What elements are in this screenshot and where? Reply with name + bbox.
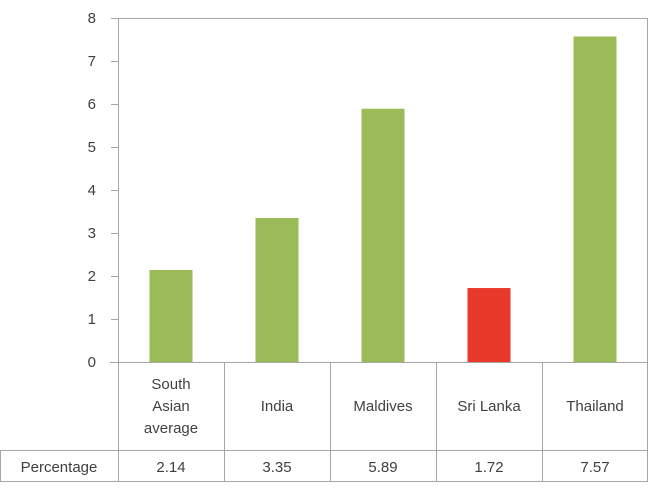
table-value: 7.57 xyxy=(580,459,609,476)
category-labels: South Asian average India Maldives Sri Lanka T… xyxy=(144,376,624,437)
chart-frame xyxy=(0,18,648,482)
table-values: 2.14 3.35 5.89 1.72 7.57 xyxy=(156,459,609,476)
category-label: South Asian average xyxy=(144,376,198,437)
y-tick-label: 3 xyxy=(88,225,96,242)
y-tick-label: 6 xyxy=(88,96,96,113)
bar xyxy=(361,108,405,362)
category-label: Thailand xyxy=(566,398,624,415)
table-value: 2.14 xyxy=(156,459,185,476)
bar xyxy=(255,217,299,362)
bar-series xyxy=(149,36,617,363)
y-tick-label: 8 xyxy=(88,10,96,27)
y-tick-label: 4 xyxy=(88,182,96,199)
table-value: 5.89 xyxy=(368,459,397,476)
y-tick-label: 0 xyxy=(88,354,96,371)
y-axis-ticks xyxy=(111,18,118,363)
table-value: 1.72 xyxy=(474,459,503,476)
bar xyxy=(467,288,511,362)
category-label: India xyxy=(261,398,294,415)
bar xyxy=(573,36,617,363)
table-value: 3.35 xyxy=(262,459,291,476)
category-label: Sri Lanka xyxy=(457,398,521,415)
category-label: Maldives xyxy=(353,398,412,415)
table-row-label: Percentage xyxy=(21,459,98,476)
y-tick-label: 1 xyxy=(88,311,96,328)
category-dividers xyxy=(224,362,543,482)
y-tick-label: 2 xyxy=(88,268,96,285)
y-tick-label: 7 xyxy=(88,53,96,70)
y-axis-tick-labels: 0 1 2 3 4 5 6 7 8 xyxy=(88,10,96,371)
y-tick-label: 5 xyxy=(88,139,96,156)
bar xyxy=(149,269,193,362)
